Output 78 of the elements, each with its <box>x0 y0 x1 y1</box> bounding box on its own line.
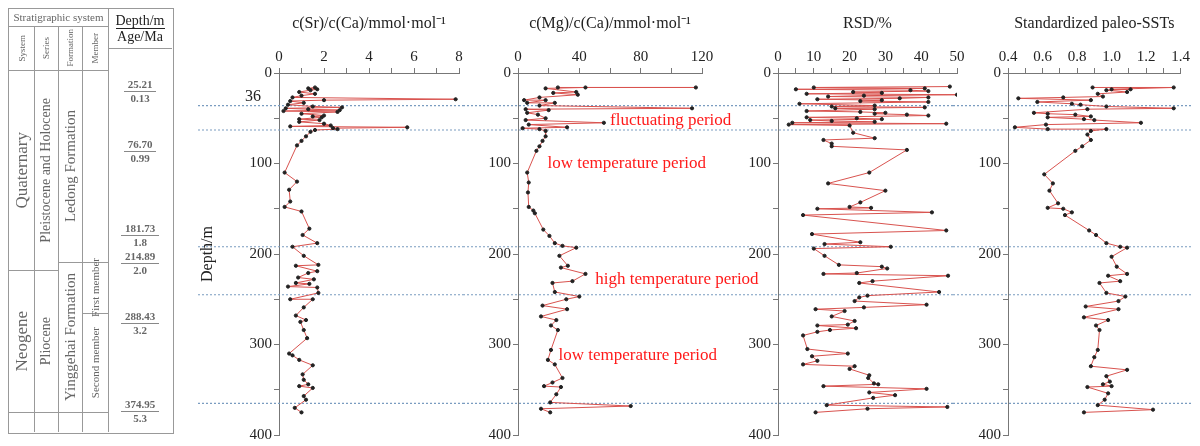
text: Second member <box>89 326 101 399</box>
x-tick-label: 0 <box>774 47 782 64</box>
y-tick-label: 100 <box>748 154 771 171</box>
x-tick-label: 1.0 <box>1102 47 1121 64</box>
y-tick-label: 0 <box>503 63 511 80</box>
text: Series <box>41 37 51 59</box>
y-tick-label: 400 <box>249 425 272 442</box>
text: Formation <box>65 29 75 67</box>
x-axis-title: Standardized paleo-SSTs <box>1014 13 1175 32</box>
text: 1.8 <box>133 236 147 249</box>
text: 76.70 <box>123 138 157 152</box>
text: 0.99 <box>130 152 150 165</box>
text: Ledong Formation <box>61 109 79 223</box>
x-tick-label: 120 <box>690 47 714 64</box>
y-tick-label: 400 <box>978 425 1001 442</box>
text: System <box>16 34 27 62</box>
x-tick-label: 30 <box>877 47 893 64</box>
y-tick-label: 0 <box>264 63 272 80</box>
x-tick-label: 4 <box>365 47 374 64</box>
text: 25.21 <box>123 78 157 92</box>
y-tick-label: 400 <box>748 425 771 442</box>
x-tick-label: 0 <box>514 47 522 64</box>
annotation: low temperature period <box>558 344 718 364</box>
text: Member <box>90 32 100 64</box>
x-tick-label: 2 <box>320 47 328 64</box>
text: 3.2 <box>133 324 147 337</box>
x-tick-label: 40 <box>913 47 929 64</box>
y-tick-label: 200 <box>249 244 272 261</box>
y-axis-title: Depth/m <box>197 225 216 282</box>
x-tick-label: 0.4 <box>998 47 1018 64</box>
annotation: high temperature period <box>595 268 760 288</box>
text: Pleistocene and Holocene <box>38 97 54 243</box>
text: Stratigraphic system <box>13 11 104 23</box>
text: Quaternary <box>11 131 32 209</box>
x-axis-title: c(Mg)/c(Ca)/mmol·mol⁻¹ <box>529 13 692 32</box>
text: 2.0 <box>133 264 147 277</box>
x-axis-title: RSD/% <box>843 13 892 31</box>
x-tick-label: 10 <box>806 47 822 64</box>
x-tick-label: 0 <box>275 47 283 64</box>
x-tick-label: 20 <box>842 47 858 64</box>
y-tick-label: 200 <box>488 244 511 261</box>
text: Depth/m <box>115 12 165 29</box>
x-tick-label: 0.6 <box>1033 47 1053 64</box>
y-tick-label: 100 <box>249 154 272 171</box>
text: Age/Ma <box>117 28 163 44</box>
y-tick-label: 100 <box>978 154 1001 171</box>
text: 374.95 <box>120 398 160 412</box>
x-axis-title: c(Sr)/c(Ca)/mmol·mol⁻¹ <box>292 13 447 32</box>
text: Yinggehai Formation <box>61 273 79 401</box>
text: 181.73 <box>120 222 160 236</box>
text: 5.3 <box>133 412 147 425</box>
x-tick-label: 8 <box>455 47 463 64</box>
y-tick-label: 400 <box>488 425 511 442</box>
y-tick-label: 300 <box>488 335 511 352</box>
text: First member <box>89 258 101 317</box>
x-tick-label: 40 <box>571 47 587 64</box>
y-tick-label: 300 <box>748 335 771 352</box>
x-tick-label: 6 <box>410 47 419 64</box>
y-tick-label: 0 <box>993 63 1001 80</box>
ref-line-label: 36 <box>245 86 261 104</box>
x-tick-label: 80 <box>633 47 649 64</box>
text: 214.89 <box>120 250 160 264</box>
y-tick-label: 200 <box>978 244 1001 261</box>
y-tick-label: 200 <box>748 244 771 261</box>
x-tick-label: 50 <box>949 47 965 64</box>
y-tick-label: 100 <box>488 154 511 171</box>
text: Pliocene <box>38 316 54 366</box>
text: 288.43 <box>120 310 160 324</box>
annotation: low temperature period <box>547 152 707 172</box>
y-tick-label: 300 <box>249 335 272 352</box>
x-tick-label: 1.2 <box>1136 47 1156 64</box>
text: 0.13 <box>130 92 150 105</box>
x-tick-label: 1.4 <box>1171 47 1191 64</box>
text: Neogene <box>11 310 32 372</box>
x-tick-label: 0.8 <box>1067 47 1087 64</box>
annotation: fluctuating period <box>610 109 732 129</box>
y-tick-label: 0 <box>763 63 771 80</box>
y-tick-label: 300 <box>978 335 1001 352</box>
